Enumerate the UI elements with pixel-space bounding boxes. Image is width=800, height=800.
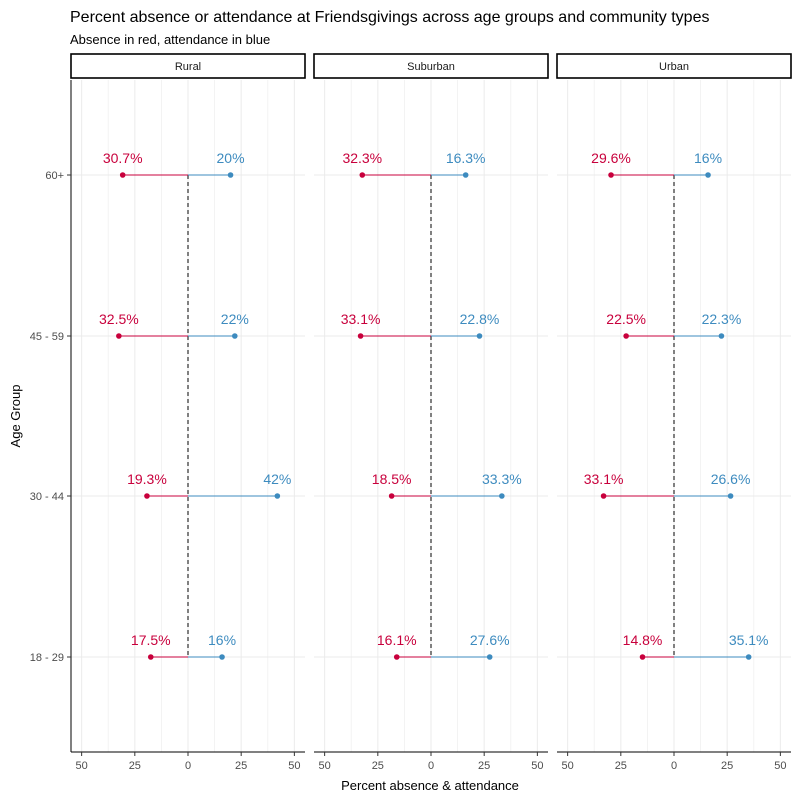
absence-data-label: 32.3% <box>342 150 382 166</box>
panel-suburban: Suburban 16.1% 27.6% 18.5% 33.3% 33.1% 22.8% 32… <box>313 53 549 772</box>
attendance-data-label: 16% <box>694 150 722 166</box>
attendance-data-label: 22.8% <box>460 311 500 327</box>
attendance-data-label: 35.1% <box>729 632 769 648</box>
x-tick-label: 25 <box>478 760 490 772</box>
absence-point <box>608 172 614 178</box>
attendance-point <box>232 333 238 339</box>
attendance-data-label: 22% <box>221 311 249 327</box>
absence-point <box>147 654 154 660</box>
absence-data-label: 22.5% <box>606 311 646 327</box>
absence-point <box>144 493 150 499</box>
facet-strip <box>70 53 306 79</box>
y-tick-label: 30 - 44 <box>30 491 64 503</box>
absence-point <box>119 172 126 178</box>
absence-point <box>623 333 629 339</box>
absence-point <box>393 654 400 660</box>
absence-point <box>357 333 364 339</box>
absence-point <box>388 493 395 499</box>
attendance-point <box>486 654 493 660</box>
attendance-point <box>499 493 505 499</box>
x-tick-label: 25 <box>721 760 733 772</box>
facet-strip <box>313 53 549 79</box>
x-tick-label: 25 <box>235 760 247 772</box>
absence-data-label: 19.3% <box>127 471 167 487</box>
attendance-point <box>745 654 752 660</box>
facet-strip-label: Rural <box>175 61 201 73</box>
absence-point <box>600 493 607 499</box>
attendance-point <box>476 333 483 339</box>
facet-strip <box>556 53 792 79</box>
attendance-data-label: 16% <box>208 632 236 648</box>
attendance-point <box>219 654 225 660</box>
y-tick-label: 18 - 29 <box>30 652 64 664</box>
attendance-data-label: 20% <box>217 150 245 166</box>
absence-point <box>639 654 646 660</box>
attendance-data-label: 22.3% <box>702 311 742 327</box>
absence-data-label: 17.5% <box>131 632 171 648</box>
attendance-point <box>227 172 234 178</box>
x-tick-label: 50 <box>76 760 88 772</box>
y-axis-title: Age Group <box>8 385 23 448</box>
y-tick-label: 45 - 59 <box>30 331 64 343</box>
x-tick-label: 50 <box>288 760 300 772</box>
absence-data-label: 30.7% <box>103 150 143 166</box>
absence-data-label: 18.5% <box>372 471 412 487</box>
absence-data-label: 32.5% <box>99 311 139 327</box>
x-tick-label: 50 <box>319 760 331 772</box>
plot-area: Rural 17.5% 16% 19.3% 42% 32.5% 22% 30.7% 20% 50 2… <box>30 53 792 772</box>
attendance-point <box>718 333 725 339</box>
attendance-point <box>727 493 734 499</box>
x-tick-label: 25 <box>615 760 627 772</box>
attendance-data-label: 42% <box>263 471 291 487</box>
x-tick-label: 50 <box>562 760 574 772</box>
x-tick-label: 0 <box>671 760 677 772</box>
attendance-point <box>705 172 711 178</box>
attendance-data-label: 26.6% <box>711 471 751 487</box>
x-tick-label: 50 <box>774 760 786 772</box>
x-tick-label: 25 <box>372 760 384 772</box>
chart-subtitle: Absence in red, attendance in blue <box>70 32 270 47</box>
absence-data-label: 33.1% <box>341 311 381 327</box>
facet-strip-label: Urban <box>659 61 689 73</box>
absence-data-label: 14.8% <box>623 632 663 648</box>
facet-strip-label: Suburban <box>407 61 455 73</box>
chart-title: Percent absence or attendance at Friends… <box>70 9 709 26</box>
absence-data-label: 16.1% <box>377 632 417 648</box>
x-axis-title: Percent absence & attendance <box>341 778 519 793</box>
x-tick-label: 0 <box>428 760 434 772</box>
y-tick-label: 60+ <box>45 170 64 182</box>
x-tick-label: 25 <box>129 760 141 772</box>
panel-rural: Rural 17.5% 16% 19.3% 42% 32.5% 22% 30.7% 20% 50 2… <box>70 53 306 772</box>
attendance-data-label: 27.6% <box>470 632 510 648</box>
attendance-data-label: 16.3% <box>446 150 486 166</box>
absence-data-label: 33.1% <box>584 471 624 487</box>
x-tick-label: 0 <box>185 760 191 772</box>
attendance-data-label: 33.3% <box>482 471 522 487</box>
panel-urban: Urban 14.8% 35.1% 33.1% 26.6% 22.5% 22.3% 29.6%… <box>556 53 792 772</box>
absence-point <box>116 333 122 339</box>
attendance-point <box>274 493 281 499</box>
x-tick-label: 50 <box>531 760 543 772</box>
absence-point <box>359 172 366 178</box>
absence-data-label: 29.6% <box>591 150 631 166</box>
attendance-point <box>462 172 469 178</box>
